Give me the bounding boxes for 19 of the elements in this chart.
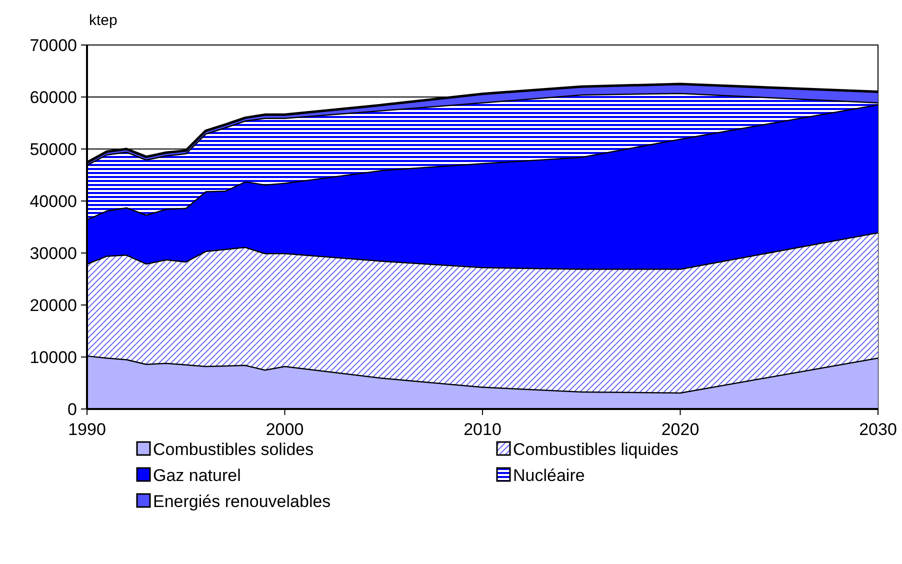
y-tick-label: 10000 [30,348,77,367]
legend-label: Gaz naturel [153,466,241,485]
y-tick-label: 0 [68,400,77,419]
legend-label: Nucléaire [513,466,585,485]
y-tick-label: 20000 [30,296,77,315]
y-tick-label: 70000 [30,36,77,55]
legend-label: Combustibles solides [153,440,314,459]
y-axis-title: ktep [89,12,118,29]
x-tick-label: 2030 [859,420,897,439]
legend-label: Combustibles liquides [513,440,678,459]
x-tick-label: 2020 [661,420,700,439]
y-tick-label: 40000 [30,192,77,211]
y-tick-label: 50000 [30,140,77,159]
x-tick-label: 2000 [266,420,304,439]
x-tick-label: 2010 [464,420,502,439]
x-tick-label: 1990 [68,420,106,439]
y-tick-label: 60000 [30,88,77,107]
legend-label: Energiés renouvelables [153,492,331,511]
y-tick-label: 30000 [30,244,77,263]
